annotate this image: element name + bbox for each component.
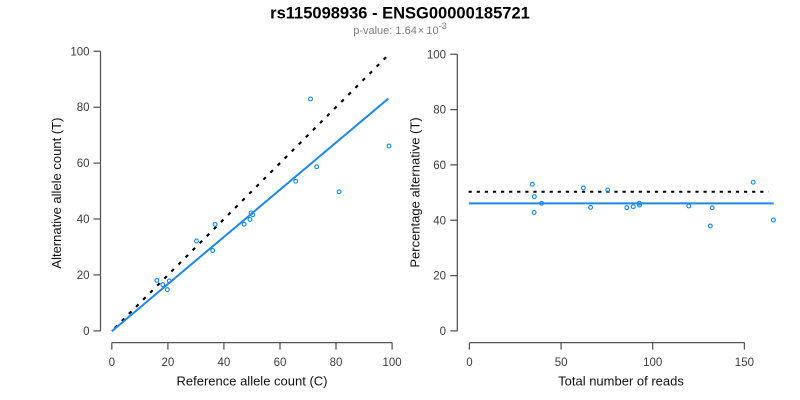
- svg-text:100: 100: [383, 357, 402, 369]
- svg-text:100: 100: [427, 49, 446, 61]
- svg-text:40: 40: [433, 215, 446, 227]
- svg-text:60: 60: [77, 158, 90, 170]
- svg-text:Reference allele count (C): Reference allele count (C): [176, 374, 327, 389]
- svg-text:150: 150: [735, 357, 754, 369]
- svg-text:rs115098936 - ENSG00000185721: rs115098936 - ENSG00000185721: [270, 5, 530, 23]
- svg-text:60: 60: [274, 357, 287, 369]
- svg-text:80: 80: [77, 102, 90, 114]
- svg-text:80: 80: [433, 105, 446, 117]
- svg-text:80: 80: [330, 357, 343, 369]
- svg-text:20: 20: [162, 357, 175, 369]
- svg-text:20: 20: [433, 271, 446, 283]
- svg-text:0: 0: [466, 357, 472, 369]
- svg-text:Alternative allele count (T): Alternative allele count (T): [49, 118, 64, 269]
- svg-text:100: 100: [643, 357, 662, 369]
- svg-text:40: 40: [218, 357, 231, 369]
- svg-text:40: 40: [77, 214, 90, 226]
- svg-text:100: 100: [70, 46, 89, 58]
- svg-text:Percentage alternative (T): Percentage alternative (T): [408, 117, 423, 267]
- svg-text:20: 20: [77, 270, 90, 282]
- svg-text:50: 50: [555, 357, 568, 369]
- svg-text:p-value: 1.64 × 10-3: p-value: 1.64 × 10-3: [353, 21, 447, 37]
- svg-text:Total number of reads: Total number of reads: [558, 374, 684, 389]
- svg-text:60: 60: [433, 160, 446, 172]
- svg-text:0: 0: [440, 326, 446, 338]
- svg-text:0: 0: [109, 357, 115, 369]
- svg-text:0: 0: [83, 326, 89, 338]
